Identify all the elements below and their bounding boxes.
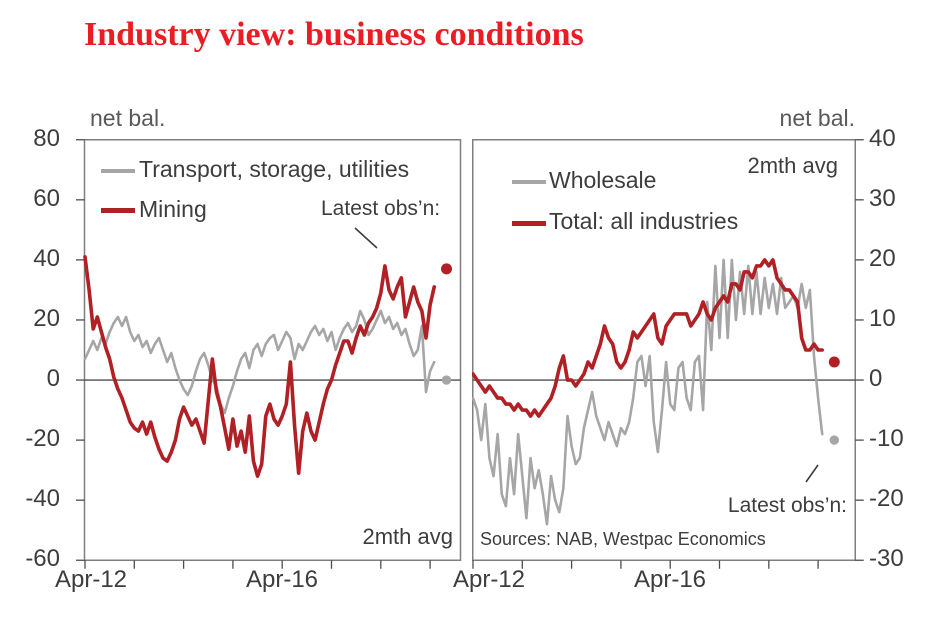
- y-tick-label: 30: [869, 184, 896, 212]
- latest-obs-dot: [441, 263, 452, 275]
- y-tick-label: 10: [869, 304, 896, 332]
- y-tick-label: 0: [46, 365, 60, 393]
- y-tick-label: 0: [869, 365, 883, 393]
- legend-label-transport: Transport, storage, utilities: [139, 156, 410, 182]
- latest-obs-dot: [441, 375, 452, 385]
- series-line: [472, 258, 824, 526]
- y-tick-label: -20: [869, 485, 904, 513]
- x-tick-label: Apr-16: [245, 566, 319, 593]
- legend-swatch-mining: [101, 208, 135, 213]
- y-tick-label: 40: [869, 124, 896, 152]
- y-tick-label: -30: [869, 545, 904, 573]
- x-tick-label: Apr-12: [54, 566, 128, 593]
- y-axis-title-left: net bal.: [90, 105, 166, 131]
- y-tick-label: 60: [33, 184, 60, 212]
- latest-obs-annotation-right: Latest obs’n:: [727, 494, 847, 517]
- legend-label-total: Total: all industries: [549, 208, 739, 234]
- latest-obs-dot: [828, 356, 840, 368]
- y-tick-label: -40: [25, 485, 60, 513]
- latest-obs-dot: [829, 435, 839, 445]
- plot-border: [83, 139, 462, 561]
- avg-note-right: 2mth avg: [747, 153, 839, 178]
- chart-panel-left: [76, 139, 462, 569]
- chart-panel-right: [472, 139, 864, 569]
- latest-obs-annotation-left: Latest obs’n:: [321, 197, 441, 220]
- latest-obs-pointer: [354, 227, 378, 249]
- latest-obs-pointer: [805, 464, 819, 483]
- source-note: Sources: NAB, Westpac Economics: [480, 529, 766, 549]
- x-tick-label: Apr-12: [452, 566, 526, 593]
- y-tick-label: 20: [869, 244, 896, 272]
- legend-swatch-transport: [101, 169, 135, 173]
- y-tick-label: 80: [33, 124, 60, 152]
- legend-label-wholesale: Wholesale: [549, 167, 657, 193]
- y-tick-label: 40: [33, 244, 60, 272]
- avg-note-left: 2mth avg: [362, 524, 454, 549]
- series-line: [83, 255, 437, 478]
- legend-label-mining: Mining: [139, 196, 207, 222]
- y-tick-label: -20: [25, 425, 60, 453]
- x-tick-label: Apr-16: [633, 566, 707, 593]
- y-tick-label: -60: [25, 545, 60, 573]
- y-tick-label: -10: [869, 425, 904, 453]
- y-axis-title-right: net bal.: [779, 105, 855, 131]
- series-line: [83, 309, 436, 415]
- page-title: Industry view: business conditions: [84, 16, 584, 53]
- series-line: [472, 258, 825, 418]
- y-tick-label: 20: [33, 304, 60, 332]
- legend-swatch-wholesale: [512, 180, 546, 184]
- plot-border: [472, 139, 856, 561]
- legend-swatch-total: [512, 221, 546, 226]
